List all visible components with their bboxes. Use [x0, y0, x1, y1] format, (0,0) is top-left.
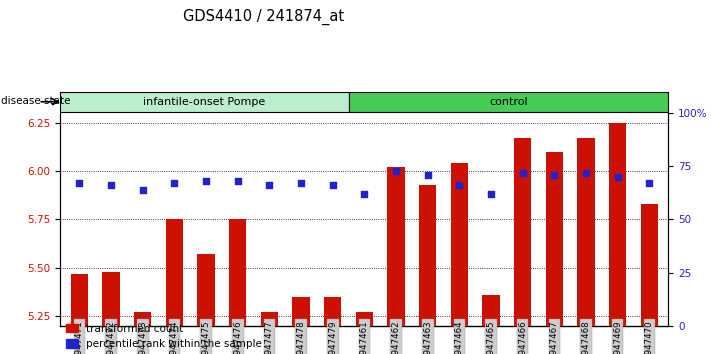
- Point: [137, 187, 149, 193]
- Bar: [356, 312, 373, 326]
- Text: GSM947471: GSM947471: [75, 320, 84, 354]
- Point: [264, 183, 275, 188]
- Text: GSM947465: GSM947465: [486, 320, 496, 354]
- Text: GSM947467: GSM947467: [550, 320, 559, 354]
- Text: GSM947469: GSM947469: [613, 320, 622, 354]
- Bar: [70, 274, 88, 326]
- Bar: [545, 152, 563, 326]
- Text: GSM947472: GSM947472: [107, 320, 116, 354]
- Point: [580, 170, 592, 176]
- Point: [643, 181, 655, 186]
- Text: GSM947479: GSM947479: [328, 320, 337, 354]
- Point: [454, 183, 465, 188]
- Bar: [419, 185, 437, 326]
- Bar: [102, 272, 119, 326]
- Point: [105, 183, 117, 188]
- Text: GSM947468: GSM947468: [582, 320, 591, 354]
- Bar: [60, 92, 348, 112]
- Point: [295, 181, 306, 186]
- Text: GSM947477: GSM947477: [265, 320, 274, 354]
- Text: GSM947462: GSM947462: [392, 320, 400, 354]
- Bar: [198, 254, 215, 326]
- Bar: [641, 204, 658, 326]
- Bar: [134, 312, 151, 326]
- Bar: [261, 312, 278, 326]
- Point: [422, 172, 434, 178]
- Point: [390, 168, 402, 173]
- Bar: [387, 167, 405, 326]
- Bar: [451, 164, 468, 326]
- Text: GSM947473: GSM947473: [138, 320, 147, 354]
- Bar: [514, 138, 531, 326]
- Text: GSM947461: GSM947461: [360, 320, 369, 354]
- Text: GSM947474: GSM947474: [170, 320, 179, 354]
- Text: control: control: [489, 97, 528, 107]
- Text: GSM947466: GSM947466: [518, 320, 527, 354]
- Text: GSM947464: GSM947464: [455, 320, 464, 354]
- Bar: [609, 123, 626, 326]
- Bar: [482, 295, 500, 326]
- Bar: [229, 219, 247, 326]
- Point: [358, 191, 370, 197]
- Text: GSM947463: GSM947463: [423, 320, 432, 354]
- Point: [169, 181, 180, 186]
- Point: [517, 170, 528, 176]
- Bar: [324, 297, 341, 326]
- Text: GSM947478: GSM947478: [296, 320, 306, 354]
- Text: GSM947470: GSM947470: [645, 320, 654, 354]
- Bar: [577, 138, 594, 326]
- Point: [327, 183, 338, 188]
- Bar: [292, 297, 310, 326]
- Text: disease state: disease state: [1, 96, 70, 106]
- Bar: [166, 219, 183, 326]
- Text: infantile-onset Pompe: infantile-onset Pompe: [144, 97, 266, 107]
- Text: GDS4410 / 241874_at: GDS4410 / 241874_at: [183, 9, 343, 25]
- Point: [486, 191, 497, 197]
- Point: [549, 172, 560, 178]
- Point: [232, 178, 243, 184]
- Point: [74, 181, 85, 186]
- Text: GSM947475: GSM947475: [202, 320, 210, 354]
- Point: [612, 174, 624, 180]
- Bar: [348, 92, 668, 112]
- Legend: transformed count, percentile rank within the sample: transformed count, percentile rank withi…: [65, 324, 262, 349]
- Point: [201, 178, 212, 184]
- Text: GSM947476: GSM947476: [233, 320, 242, 354]
